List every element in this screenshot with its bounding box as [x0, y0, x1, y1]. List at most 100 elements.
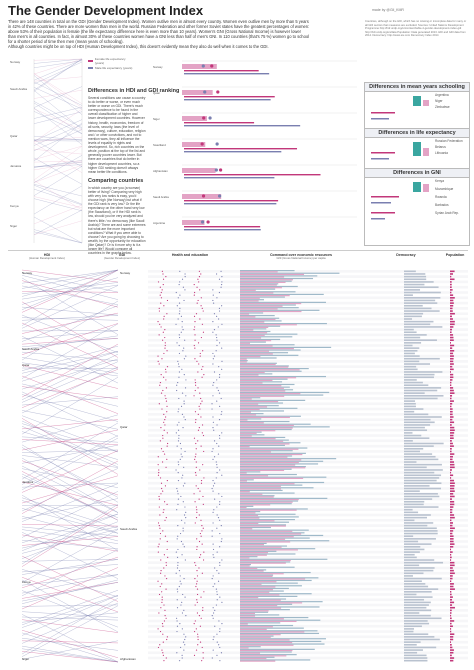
health-dot	[213, 429, 215, 431]
democracy-bar	[404, 593, 417, 596]
population-bar	[450, 514, 455, 516]
gni-bar-male	[240, 309, 320, 311]
health-dot	[202, 657, 204, 659]
gni-bar-female	[240, 509, 297, 511]
gni-bar-female	[240, 355, 261, 358]
gni-bar-male	[240, 344, 295, 346]
legend-female-swatch	[88, 60, 93, 62]
rank-slope	[21, 556, 119, 589]
health-dot	[178, 437, 180, 439]
row-stripe	[148, 471, 468, 474]
democracy-bar	[404, 289, 421, 291]
health-dot	[200, 297, 202, 299]
health-dot	[165, 466, 167, 468]
health-dot	[179, 622, 181, 625]
democracy-bar	[404, 432, 413, 434]
gni-bar-male	[240, 598, 287, 600]
health-dot	[195, 628, 197, 630]
health-dot	[216, 472, 218, 474]
population-bar	[450, 469, 452, 471]
health-dot	[201, 368, 203, 370]
slope-line	[33, 145, 83, 181]
health-dot	[181, 413, 184, 415]
rank-slope	[21, 468, 119, 488]
health-dot	[218, 291, 221, 294]
health-dot	[216, 641, 218, 643]
row-stripe	[148, 270, 468, 273]
health-dot	[216, 297, 218, 299]
rank-slope	[21, 521, 119, 559]
gni-bar-female	[240, 398, 252, 400]
population-bar	[450, 575, 453, 577]
health-dot	[179, 580, 181, 582]
health-dot	[166, 638, 168, 641]
gni-bar-male	[240, 548, 316, 550]
health-dot	[163, 567, 165, 569]
health-dot	[183, 514, 186, 516]
democracy-bar	[404, 604, 429, 606]
democracy-bar	[404, 352, 415, 355]
democracy-bar	[404, 583, 426, 585]
rank-slope	[21, 450, 119, 493]
gni-bar-female	[240, 533, 302, 535]
population-bar	[450, 336, 454, 339]
population-bar	[450, 304, 454, 307]
population-bar	[450, 493, 454, 495]
slope-label-niger: Niger	[10, 224, 17, 228]
democracy-bar	[404, 490, 420, 492]
gni-bar-male	[240, 553, 296, 555]
gni-bar-female	[240, 379, 273, 381]
health-dot	[214, 583, 216, 585]
gni-bar-male	[240, 540, 330, 542]
health-dot	[193, 294, 195, 296]
mini-bar-male	[184, 73, 270, 75]
row-stripe	[148, 381, 468, 384]
health-dot	[218, 376, 221, 378]
health-dot	[194, 562, 196, 564]
health-dot	[221, 495, 223, 498]
gni-bar-female	[240, 435, 252, 437]
gni-bar-male	[240, 601, 323, 603]
health-dot	[211, 615, 213, 617]
slope-line	[33, 139, 83, 167]
health-dot	[158, 363, 160, 365]
row-stripe	[148, 439, 468, 443]
health-dot	[177, 429, 180, 431]
gni-bar-female	[240, 432, 257, 434]
health-dot	[216, 593, 218, 596]
health-dot	[157, 355, 159, 357]
health-dot	[195, 649, 198, 651]
health-dot	[212, 321, 214, 323]
row-stripe	[148, 513, 468, 517]
health-dot	[218, 278, 221, 280]
rank-slope	[21, 598, 119, 655]
population-bar	[450, 323, 455, 326]
health-dot	[160, 559, 162, 561]
gni-bar-female	[240, 387, 284, 389]
gni-bar-male	[240, 640, 322, 643]
gni-bar-male	[240, 447, 308, 449]
health-dot	[175, 572, 177, 574]
health-dot	[195, 448, 197, 450]
population-bar	[450, 508, 453, 511]
health-dot	[177, 562, 179, 564]
gni-bar-female	[240, 483, 295, 485]
population-bar	[450, 511, 453, 514]
gni-bar-female	[240, 623, 248, 625]
democracy-bar	[404, 482, 442, 485]
health-dot	[194, 334, 196, 336]
mini-bar-female	[184, 148, 298, 150]
health-dot	[194, 421, 197, 423]
health-dot	[219, 437, 221, 439]
gni-bar-male	[240, 391, 330, 394]
population-bar	[450, 402, 453, 405]
democracy-bar	[404, 392, 425, 394]
health-dot	[196, 612, 199, 614]
health-dot	[177, 472, 179, 474]
health-dot	[176, 445, 178, 447]
health-dot	[165, 400, 168, 402]
rank-slope	[21, 414, 119, 443]
population-bar	[450, 628, 452, 630]
population-bar	[450, 564, 455, 567]
rank-slope	[21, 444, 119, 503]
